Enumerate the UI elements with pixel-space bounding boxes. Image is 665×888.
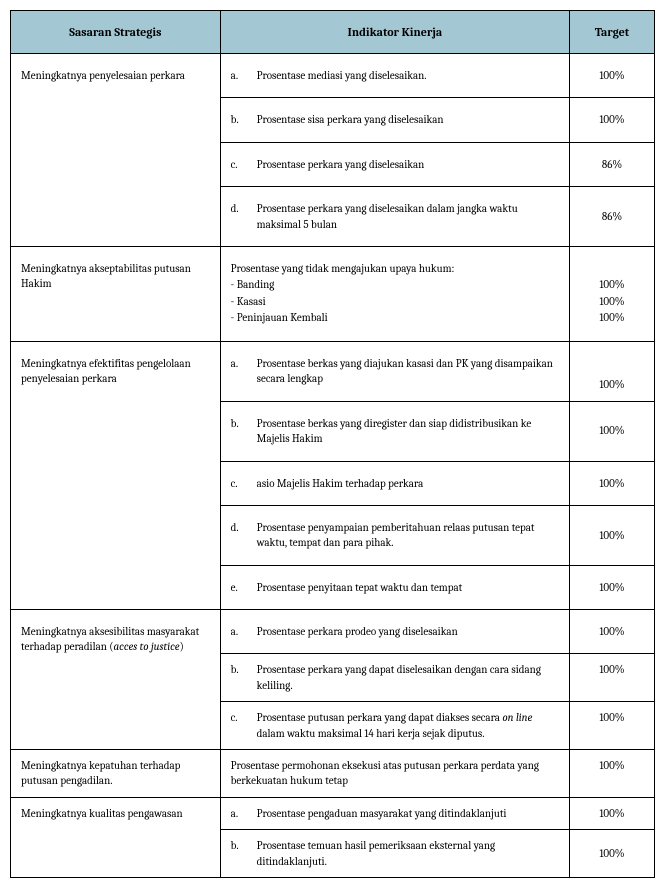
indikator-label: a. xyxy=(231,356,253,371)
target-cell: 100% xyxy=(570,565,655,609)
indikator-label: e. xyxy=(231,580,253,595)
header-target: Target xyxy=(570,11,655,54)
indikator-cell: a. Prosentase berkas yang diajukan kasas… xyxy=(220,341,569,401)
sasaran-cell: Meningkatnya akseptabilitas putusan Haki… xyxy=(11,246,221,341)
indikator-text: Prosentase penyitaan tepat waktu dan tem… xyxy=(253,580,559,595)
indikator-label: b. xyxy=(231,416,253,431)
target-cell: 100% xyxy=(570,401,655,461)
indikator-cell: b. Prosentase perkara yang dapat diseles… xyxy=(220,654,569,702)
indikator-text: Prosentase perkara yang dapat diselesaik… xyxy=(253,662,559,693)
indikator-cell: d. Prosentase perkara yang diselesaikan … xyxy=(220,187,569,247)
indikator-lead: Prosentase yang tidak mengajukan upaya h… xyxy=(231,261,559,278)
target-cell: 100% xyxy=(570,797,655,829)
indikator-label: b. xyxy=(231,662,253,677)
indikator-label: c. xyxy=(231,476,253,491)
target-cell: 86% xyxy=(570,187,655,247)
indikator-label: a. xyxy=(231,68,253,83)
table-row: Meningkatnya akseptabilitas putusan Haki… xyxy=(11,246,655,341)
indikator-text: Prosentase berkas yang diajukan kasasi d… xyxy=(253,356,559,387)
indikator-line: - Peninjauan Kembali xyxy=(231,310,559,327)
target-cell: 100% xyxy=(570,610,655,654)
target-cell: 100% xyxy=(570,341,655,401)
indikator-cell: Prosentase permohonan eksekusi atas putu… xyxy=(220,750,569,798)
indikator-text: Prosentase putusan perkara yang dapat di… xyxy=(253,710,559,741)
indikator-label: c. xyxy=(231,710,253,725)
sasaran-italic: acces to justice xyxy=(114,640,180,653)
target-cell: 86% xyxy=(570,142,655,186)
target-cell: 100% xyxy=(570,702,655,750)
indikator-label: b. xyxy=(231,838,253,853)
indikator-text: Prosentase pengaduan masyarakat yang dit… xyxy=(253,806,559,821)
indikator-text: Prosentase mediasi yang diselesaikan. xyxy=(253,68,559,83)
indikator-cell: a. Prosentase perkara prodeo yang disele… xyxy=(220,610,569,654)
target-cell: 100% xyxy=(570,98,655,142)
indikator-cell: b. Prosentase sisa perkara yang diselesa… xyxy=(220,98,569,142)
indikator-label: c. xyxy=(231,157,253,172)
indikator-cell: Prosentase yang tidak mengajukan upaya h… xyxy=(220,246,569,341)
indikator-text: Prosentase sisa perkara yang diselesaika… xyxy=(253,112,559,127)
indikator-text: Prosentase temuan hasil pemeriksaan ekst… xyxy=(253,838,559,869)
indikator-text: Prosentase perkara yang diselesaikan xyxy=(253,157,559,172)
indikator-post: dalam waktu maksimal 14 hari kerja sejak… xyxy=(257,727,485,740)
sasaran-after: ) xyxy=(180,640,184,653)
indikator-label: a. xyxy=(231,624,253,639)
indikator-cell: c. Prosentase perkara yang diselesaikan xyxy=(220,142,569,186)
table-row: Meningkatnya aksesibilitas masyarakat te… xyxy=(11,610,655,654)
header-sasaran: Sasaran Strategis xyxy=(11,11,221,54)
header-indikator: Indikator Kinerja xyxy=(220,11,569,54)
table-header: Sasaran Strategis Indikator Kinerja Targ… xyxy=(11,11,655,54)
indikator-cell: e. Prosentase penyitaan tepat waktu dan … xyxy=(220,565,569,609)
indikator-label: d. xyxy=(231,520,253,535)
indikator-cell: c. Prosentase putusan perkara yang dapat… xyxy=(220,702,569,750)
indikator-label: d. xyxy=(231,201,253,216)
table-row: Meningkatnya kepatuhan terhadap putusan … xyxy=(11,750,655,798)
table-wrapper: Sasaran Strategis Indikator Kinerja Targ… xyxy=(10,10,655,878)
strategic-table: Sasaran Strategis Indikator Kinerja Targ… xyxy=(10,10,655,878)
indikator-text: Prosentase penyampaian pemberitahuan rel… xyxy=(253,520,559,551)
indikator-cell: a. Prosentase pengaduan masyarakat yang … xyxy=(220,797,569,829)
indikator-cell: b. Prosentase berkas yang diregister dan… xyxy=(220,401,569,461)
target-line: 100% xyxy=(580,277,644,294)
target-cell: 100% 100% 100% xyxy=(570,246,655,341)
indikator-label: b. xyxy=(231,112,253,127)
indikator-cell: d. Prosentase penyampaian pemberitahuan … xyxy=(220,505,569,565)
sasaran-cell: Meningkatnya penyelesaian perkara xyxy=(11,54,221,247)
sasaran-cell: Meningkatnya aksesibilitas masyarakat te… xyxy=(11,610,221,750)
indikator-text: asio Majelis Hakim terhadap perkara xyxy=(253,476,559,491)
table-row: Meningkatnya kualitas pengawasan a. Pros… xyxy=(11,797,655,829)
indikator-cell: c. asio Majelis Hakim terhadap perkara xyxy=(220,461,569,505)
indikator-line: - Kasasi xyxy=(231,294,559,311)
sasaran-cell: Meningkatnya efektifitas pengelolaan pen… xyxy=(11,341,221,609)
sasaran-cell: Meningkatnya kualitas pengawasan xyxy=(11,797,221,877)
target-cell: 100% xyxy=(570,750,655,798)
table-row: Meningkatnya efektifitas pengelolaan pen… xyxy=(11,341,655,401)
target-line: 100% xyxy=(580,294,644,311)
sasaran-cell: Meningkatnya kepatuhan terhadap putusan … xyxy=(11,750,221,798)
target-cell: 100% xyxy=(570,654,655,702)
target-line: 100% xyxy=(580,310,644,327)
target-cell: 100% xyxy=(570,505,655,565)
target-cell: 100% xyxy=(570,54,655,98)
indikator-text: Prosentase perkara prodeo yang diselesai… xyxy=(253,624,559,639)
indikator-label: a. xyxy=(231,806,253,821)
indikator-italic: on line xyxy=(502,711,532,724)
target-cell: 100% xyxy=(570,461,655,505)
indikator-text: Prosentase berkas yang diregister dan si… xyxy=(253,416,559,447)
indikator-pre: Prosentase putusan perkara yang dapat di… xyxy=(257,711,503,724)
indikator-cell: a. Prosentase mediasi yang diselesaikan. xyxy=(220,54,569,98)
indikator-text: Prosentase perkara yang diselesaikan dal… xyxy=(253,201,559,232)
table-body: Meningkatnya penyelesaian perkara a. Pro… xyxy=(11,54,655,878)
indikator-line: - Banding xyxy=(231,277,559,294)
table-row: Meningkatnya penyelesaian perkara a. Pro… xyxy=(11,54,655,98)
